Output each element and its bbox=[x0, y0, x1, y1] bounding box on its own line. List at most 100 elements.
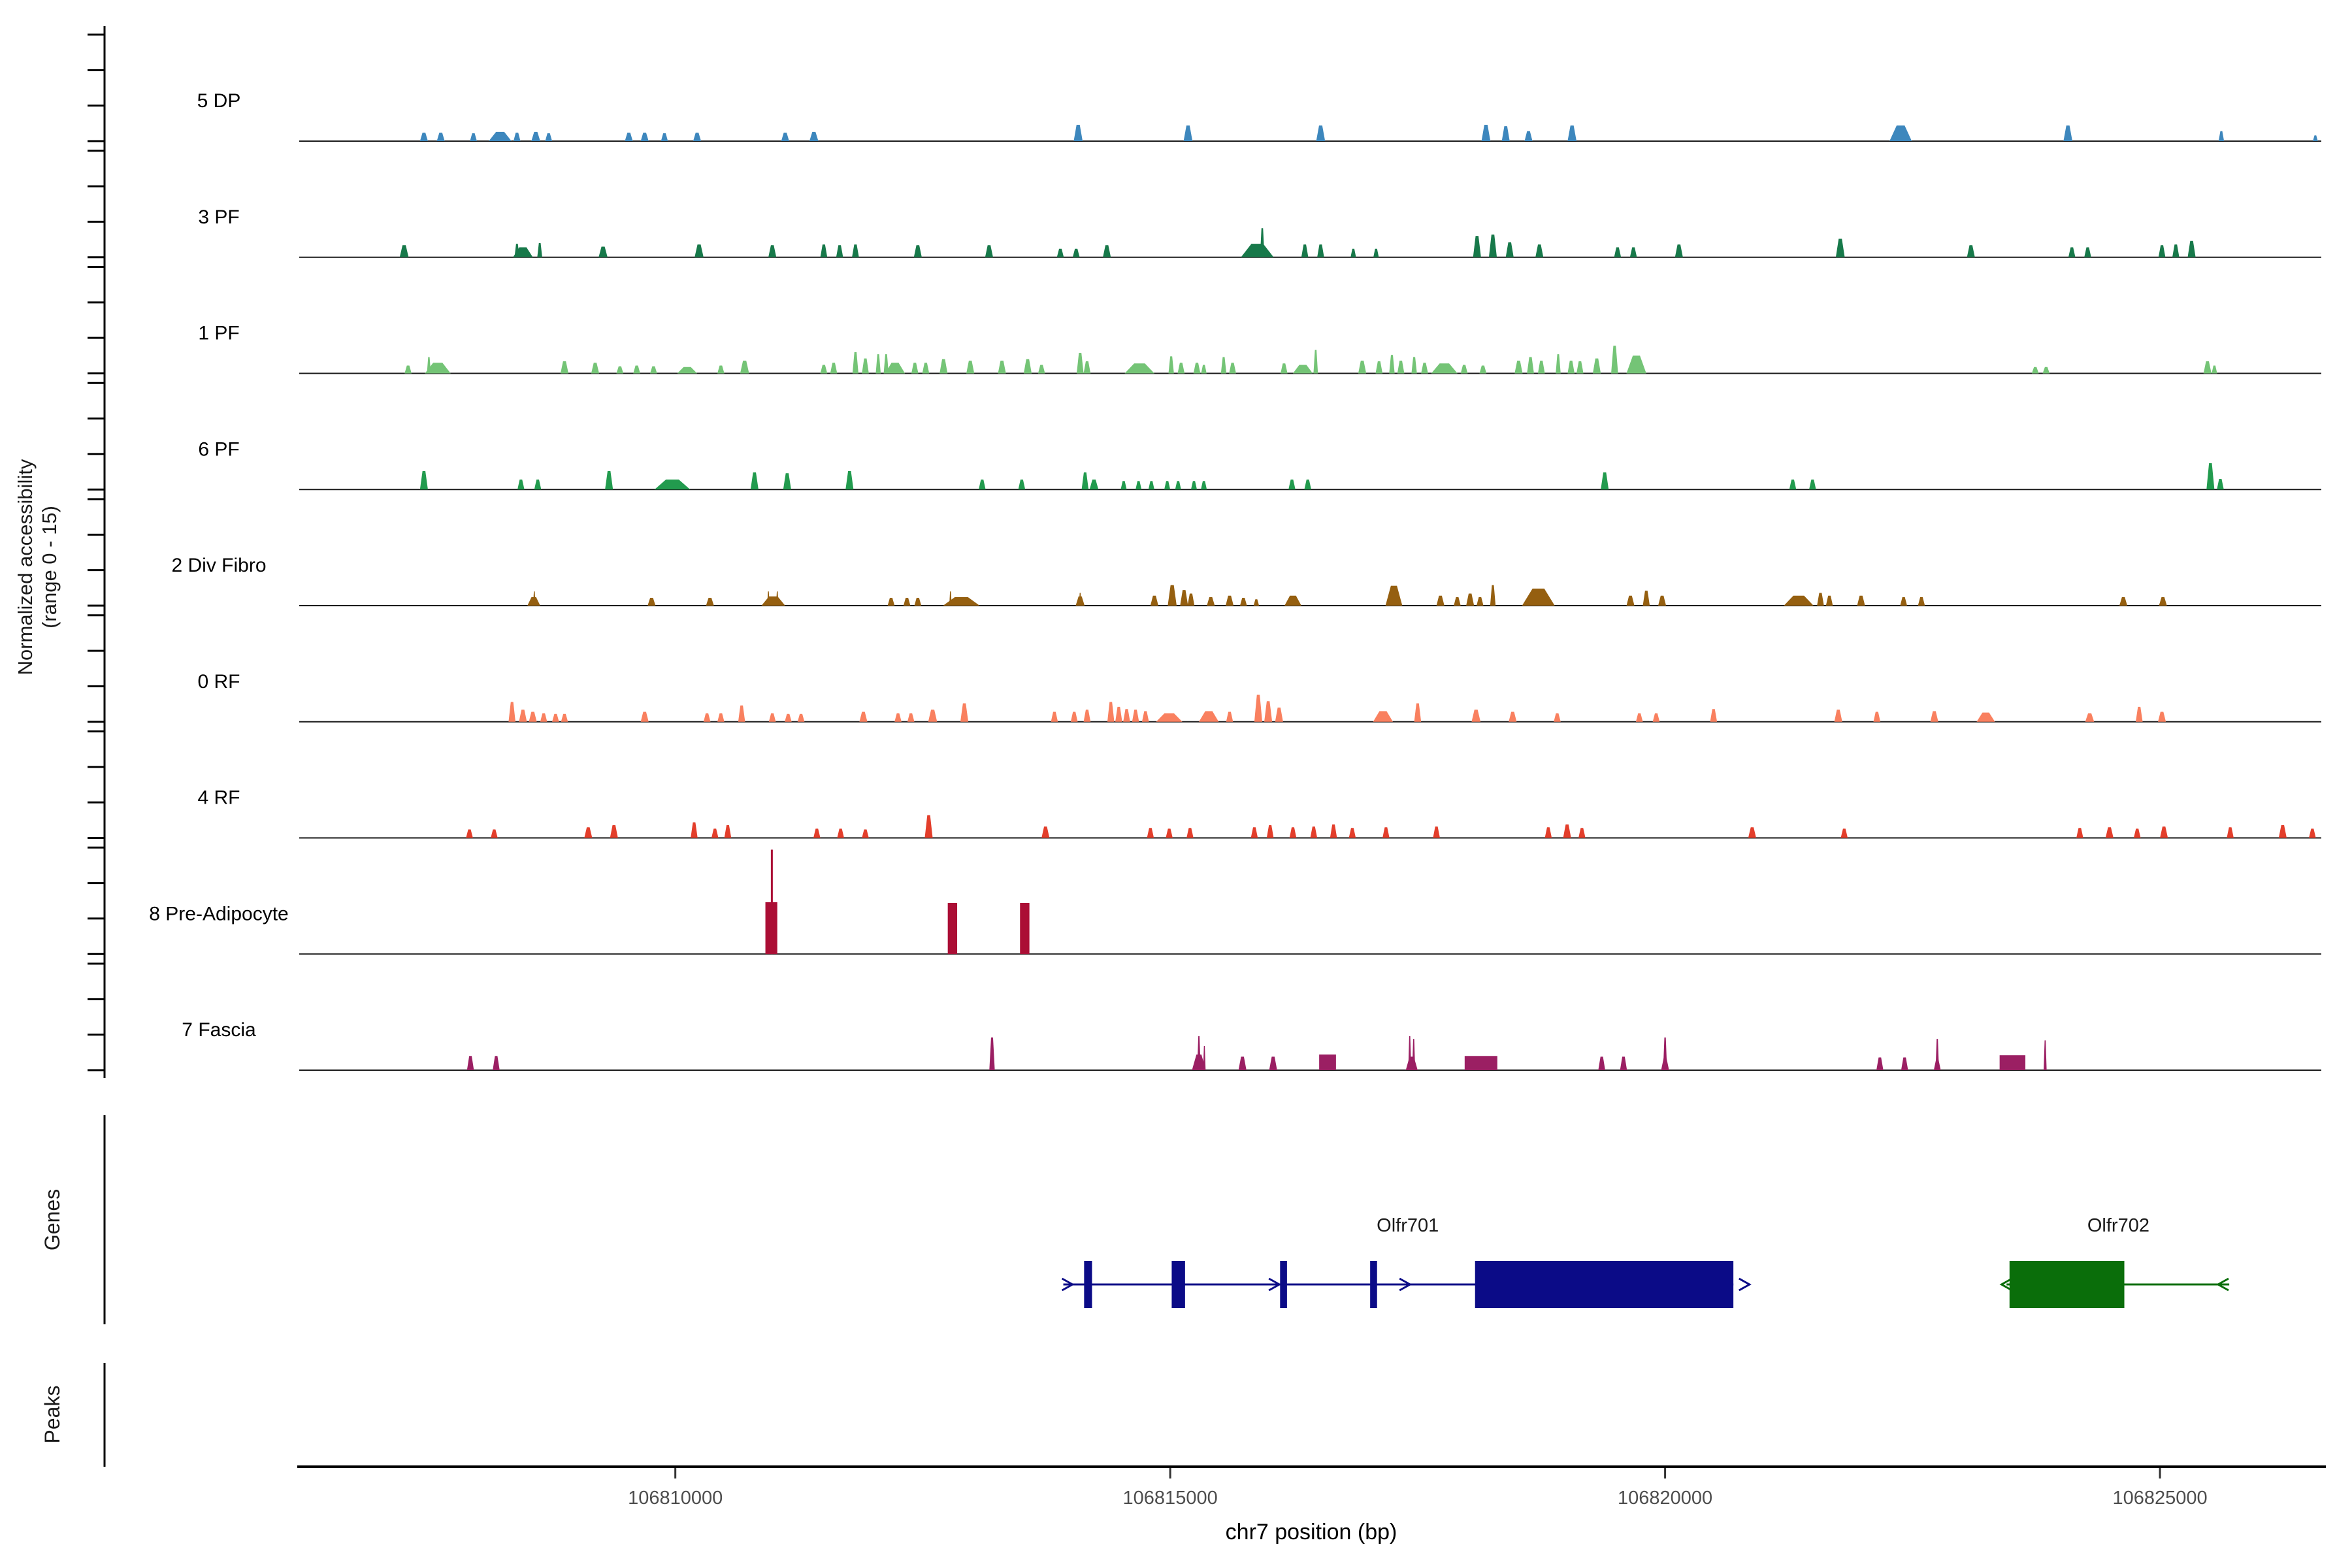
coverage-peak bbox=[1593, 358, 1601, 374]
coverage-peak bbox=[1254, 694, 1263, 722]
coverage-peak bbox=[1037, 365, 1045, 374]
coverage-peak bbox=[1186, 828, 1194, 838]
coverage-peak bbox=[1193, 363, 1201, 374]
coverage-peak bbox=[1292, 365, 1313, 374]
coverage-peak bbox=[1373, 248, 1379, 257]
coverage-peak bbox=[1809, 480, 1816, 490]
x-tick-label: 106825000 bbox=[2112, 1488, 2207, 1509]
coverage-peak bbox=[1397, 360, 1405, 374]
coverage-peak bbox=[552, 713, 559, 722]
track-label: 1 PF bbox=[198, 323, 239, 344]
coverage-peak bbox=[1748, 827, 1756, 838]
coverage-peak bbox=[767, 591, 770, 606]
coverage-peak bbox=[2076, 828, 2083, 838]
coverage-peak bbox=[885, 363, 906, 374]
coverage-peak bbox=[1873, 711, 1881, 722]
coverage-peak bbox=[1051, 711, 1058, 722]
gene-exon bbox=[1475, 1261, 1734, 1308]
coverage-peak bbox=[640, 711, 649, 722]
coverage-peak bbox=[1076, 352, 1084, 374]
coverage-peak bbox=[1041, 826, 1050, 838]
coverage-peak bbox=[1857, 595, 1865, 606]
coverage-peak bbox=[1239, 598, 1247, 606]
coverage-peak bbox=[1313, 350, 1318, 374]
coverage-peak bbox=[1537, 360, 1545, 374]
coverage-peak bbox=[489, 131, 512, 141]
coverage-peak bbox=[820, 244, 828, 257]
coverage-peak bbox=[1514, 360, 1523, 374]
coverage-peak bbox=[1626, 595, 1635, 606]
coverage-peak bbox=[914, 598, 922, 606]
gene-exon bbox=[1171, 1261, 1185, 1308]
gene-exon bbox=[1370, 1261, 1377, 1308]
coverage-peak bbox=[1642, 591, 1650, 606]
track-label: 2 Div Fibro bbox=[171, 555, 266, 576]
coverage-peak bbox=[768, 245, 777, 257]
coverage-peak bbox=[1120, 481, 1127, 490]
coverage-peak bbox=[404, 365, 412, 374]
coverage-peak bbox=[1825, 595, 1833, 606]
coverage-peak bbox=[770, 849, 773, 955]
coverage-peak bbox=[1930, 711, 1938, 722]
coverage-peak bbox=[1083, 361, 1091, 374]
gene-strand-arrow-icon bbox=[1268, 1277, 1282, 1292]
coverage-peak bbox=[1350, 248, 1356, 257]
coverage-peak bbox=[1310, 826, 1318, 838]
coverage-peak bbox=[1501, 126, 1510, 141]
coverage-peak bbox=[1408, 1036, 1412, 1070]
coverage-peak bbox=[783, 473, 791, 490]
coverage-peak bbox=[1107, 702, 1115, 722]
coverage-peak bbox=[2160, 826, 2168, 838]
gene-name-label: Olfr701 bbox=[1377, 1215, 1439, 1236]
coverage-peak bbox=[943, 596, 980, 606]
coverage-peak bbox=[1411, 357, 1417, 374]
coverage-peak bbox=[1620, 1056, 1627, 1070]
track-label: 4 RF bbox=[197, 787, 240, 809]
coverage-peak bbox=[862, 358, 869, 374]
coverage-peak bbox=[883, 354, 889, 374]
coverage-peak bbox=[1197, 1036, 1201, 1070]
coverage-peak bbox=[1269, 1056, 1277, 1070]
coverage-peak bbox=[1576, 361, 1584, 374]
coverage-peak bbox=[513, 132, 521, 141]
coverage-peak bbox=[1168, 585, 1177, 606]
coverage-peak bbox=[2085, 713, 2095, 722]
coverage-peak bbox=[1103, 245, 1111, 257]
coverage-peak bbox=[2309, 828, 2316, 838]
coverage-peak bbox=[1578, 828, 1586, 838]
coverage-peak bbox=[2031, 367, 2039, 374]
coverage-peak bbox=[1614, 247, 1622, 257]
coverage-peak bbox=[1079, 593, 1082, 606]
coverage-peak bbox=[820, 365, 828, 374]
coverage-peak bbox=[1226, 711, 1233, 722]
coverage-peak bbox=[1166, 828, 1173, 838]
coverage-peak bbox=[1524, 131, 1533, 141]
coverage-peak bbox=[1454, 596, 1461, 606]
coverage-peak bbox=[1225, 595, 1234, 606]
coverage-peak bbox=[837, 828, 844, 838]
track-label: 0 RF bbox=[197, 671, 240, 693]
coverage-peak bbox=[2084, 247, 2091, 257]
coverage-peak bbox=[694, 244, 704, 257]
x-axis-title: chr7 position (bp) bbox=[1225, 1520, 1397, 1544]
coverage-peak bbox=[532, 591, 536, 606]
coverage-peak bbox=[1241, 244, 1274, 257]
coverage-peak bbox=[1115, 706, 1122, 722]
coverage-peak bbox=[1835, 238, 1845, 257]
coverage-peak bbox=[1177, 363, 1185, 374]
coverage-peak bbox=[960, 703, 969, 722]
coverage-peak bbox=[717, 713, 725, 722]
coverage-peak bbox=[1477, 596, 1484, 606]
coverage-peak bbox=[924, 815, 933, 838]
coverage-peak bbox=[1385, 585, 1403, 606]
coverage-peak bbox=[1935, 1039, 1939, 1070]
coverage-peak bbox=[949, 591, 952, 606]
coverage-peak bbox=[1316, 125, 1326, 141]
coverage-peak bbox=[2187, 240, 2196, 257]
coverage-peak bbox=[836, 245, 843, 257]
coverage-peak bbox=[907, 713, 915, 722]
coverage-peak bbox=[1288, 480, 1296, 490]
coverage-peak bbox=[661, 133, 668, 141]
coverage-peak bbox=[1175, 481, 1181, 490]
coverage-peak bbox=[531, 131, 540, 141]
